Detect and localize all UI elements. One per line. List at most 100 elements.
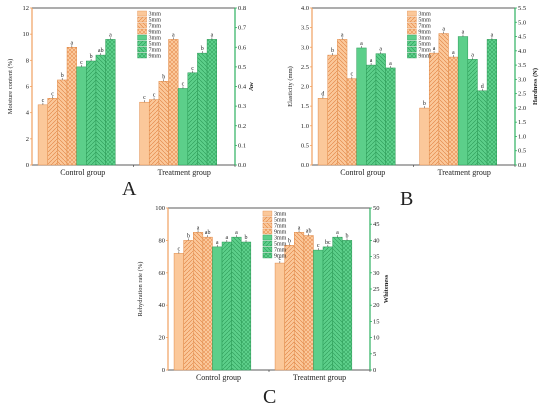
- right-tick-label-c: 50: [373, 205, 380, 212]
- bar-c-left-3mm-0: [173, 253, 184, 371]
- left-tick-label-b: 3.0: [301, 44, 309, 51]
- right-tick-label-b: 3.5: [518, 62, 526, 69]
- legend-swatch-c: [262, 234, 273, 241]
- bar-b-right-7mm-0: [375, 53, 386, 166]
- bar-a-right-7mm-1: [197, 52, 208, 166]
- right-tick-label-c: 25: [373, 286, 380, 293]
- right-tick-label-b: 5.5: [518, 5, 526, 12]
- right-tick-label-a: 0.1: [238, 142, 246, 149]
- bar-b-right-3mm-0: [356, 47, 367, 166]
- bar-c-left-7mm-0: [193, 232, 204, 371]
- legend-label-c: 3mm: [274, 212, 287, 218]
- bar-c-right-7mm-1: [332, 236, 343, 371]
- legend-swatch-a: [137, 52, 147, 59]
- right-axis-label-b: Hardness (N): [532, 68, 539, 105]
- left-tick-label-b: 4.0: [301, 5, 309, 12]
- legend-swatch-c: [262, 252, 273, 259]
- legend-label-a: 3mm: [149, 36, 162, 42]
- sig-label-c: a: [235, 230, 238, 236]
- sig-label-a: c: [182, 81, 185, 87]
- right-tick-label-b: 1.0: [518, 133, 526, 140]
- left-axis-label-a: Moisture content (%): [7, 59, 14, 115]
- legend-swatch-b: [407, 46, 417, 53]
- legend-swatch-b: [407, 34, 417, 41]
- legend-swatch-a: [137, 34, 147, 41]
- bar-c-right-3mm-0: [212, 246, 223, 371]
- bar-a-right-3mm-0: [76, 66, 87, 166]
- sig-label-a: c: [80, 60, 83, 66]
- right-tick-label-c: 35: [373, 254, 380, 261]
- bar-b-left-5mm-0: [327, 54, 338, 166]
- bar-a-right-9mm-1: [206, 39, 217, 166]
- bar-c-right-3mm-1: [313, 249, 324, 371]
- bar-c-right-5mm-1: [322, 246, 333, 371]
- bar-a-left-5mm-0: [47, 98, 58, 166]
- bar-a-left-3mm-1: [139, 101, 150, 166]
- left-tick-label-a: 2: [26, 136, 29, 143]
- sig-label-c: b: [245, 235, 248, 241]
- left-tick-label-b: 1.0: [301, 123, 309, 130]
- left-tick-label-a: 8: [26, 57, 29, 64]
- group-label-a: Treatment group: [158, 168, 211, 177]
- bar-b-right-5mm-1: [467, 59, 478, 166]
- right-tick-label-b: 0.5: [518, 148, 526, 155]
- bar-c-left-7mm-1: [294, 232, 305, 371]
- sig-label-b: a: [370, 58, 373, 64]
- right-tick-label-b: 2.5: [518, 91, 526, 98]
- sig-label-a: a: [172, 32, 175, 38]
- panel-letter-c: C: [263, 386, 277, 408]
- left-tick-label-c: 20: [159, 335, 166, 342]
- sig-label-c: c: [178, 246, 181, 252]
- left-tick-label-b: 0.5: [301, 142, 309, 149]
- sig-label-c: a: [216, 240, 219, 246]
- sig-label-a: c: [191, 66, 194, 72]
- sig-label-b: a: [462, 30, 465, 36]
- legend-label-c: 7mm: [274, 248, 287, 254]
- group-label-b: Control group: [340, 168, 385, 177]
- sig-label-c: ab: [205, 230, 211, 236]
- legend-label-b: 3mm: [418, 36, 431, 42]
- legend-swatch-a: [137, 22, 147, 29]
- right-tick-label-b: 1.5: [518, 119, 526, 126]
- legend-swatch-a: [137, 10, 147, 17]
- bar-a-left-9mm-0: [66, 47, 77, 166]
- bar-b-left-7mm-0: [337, 39, 348, 166]
- bar-b-left-7mm-1: [438, 33, 449, 166]
- sig-label-b: a: [341, 32, 344, 38]
- legend-swatch-a: [137, 16, 147, 23]
- sig-label-c: ab: [306, 229, 312, 235]
- bar-c-left-9mm-0: [202, 236, 213, 371]
- right-tick-label-b: 5.0: [518, 19, 526, 26]
- legend-label-c: 3mm: [274, 236, 287, 242]
- right-tick-label-a: 0.4: [238, 84, 247, 91]
- group-label-b: Treatment group: [438, 168, 491, 177]
- left-tick-label-a: 10: [23, 31, 30, 38]
- right-tick-label-c: 20: [373, 302, 380, 309]
- legend-swatch-c: [262, 240, 273, 247]
- left-tick-label-b: 2.5: [301, 64, 309, 71]
- sig-label-b: c: [351, 72, 354, 78]
- sig-label-b: b: [423, 101, 426, 107]
- bar-c-left-5mm-0: [183, 240, 194, 371]
- sig-label-a: ab: [98, 48, 104, 54]
- panel-letter-b: B: [400, 188, 414, 210]
- legend-swatch-c: [262, 246, 273, 253]
- legend-label-a: 9mm: [149, 54, 162, 60]
- legend-swatch-b: [407, 52, 417, 59]
- legend-swatch-a: [137, 40, 147, 47]
- legend-label-b: 7mm: [418, 48, 431, 54]
- bar-b-left-3mm-0: [317, 98, 328, 166]
- bar-a-left-3mm-0: [37, 104, 48, 166]
- legend-swatch-b: [407, 40, 417, 47]
- left-tick-label-a: 4: [26, 110, 30, 117]
- right-tick-label-a: 0.0: [238, 162, 246, 169]
- bar-a-right-9mm-0: [105, 39, 116, 166]
- sig-label-a: a: [71, 40, 74, 46]
- sig-label-c: c: [279, 256, 282, 262]
- left-axis-label-b: Elasticity (mm): [287, 66, 294, 107]
- right-tick-label-a: 0.5: [238, 64, 246, 71]
- left-tick-label-c: 80: [159, 237, 166, 244]
- sig-label-b: a: [433, 46, 436, 52]
- legend-label-b: 9mm: [418, 30, 431, 36]
- left-tick-label-a: 6: [26, 84, 30, 91]
